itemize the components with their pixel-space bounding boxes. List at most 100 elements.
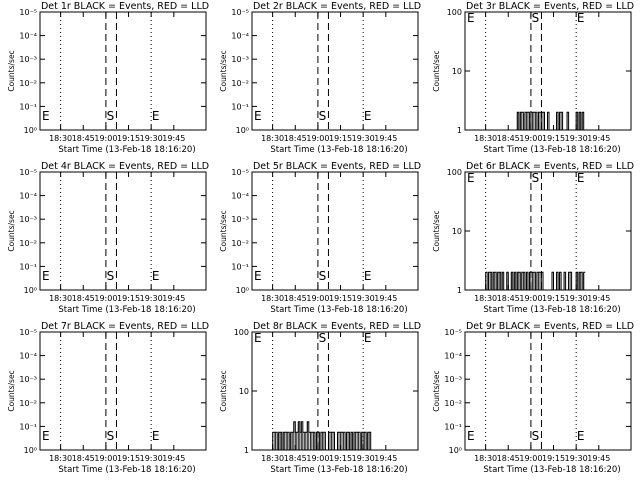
plot-frame [39,171,207,291]
x-axis-label: Start Time (13-Feb-18 18:16:20) [483,465,620,475]
y-tick-label: 1 [457,126,462,135]
y-tick-label: 10⁻¹ [19,262,37,271]
y-tick-label: 10⁻³ [231,215,249,224]
marker-E-left: E [42,269,50,283]
marker-E-left: E [467,11,475,25]
y-tick-label: 10 [452,227,462,236]
x-tick-label: 19:00 [306,294,329,303]
marker-E: E [364,331,372,345]
panel-det-7: Det 7r BLACK = Events, RED = LLD 10⁰ 10⁻¹ 1… [7,321,209,475]
y-tick-label: 10⁻⁴ [19,32,37,41]
x-tick-label: 19:30 [565,134,588,143]
marker-E-left: E [42,109,50,123]
series-line [272,421,373,451]
x-tick-label: 18:45 [72,134,95,143]
y-tick-label: 10⁰ [24,286,37,295]
x-tick-label: 18:30 [49,294,72,303]
x-tick-label: 19:15 [117,454,140,463]
x-tick-label: 19:30 [140,294,163,303]
y-axis-label: Counts/sec [7,210,16,251]
x-tick-label: 18:45 [497,454,520,463]
marker-E: E [152,109,160,123]
y-tick-label: 10⁻² [444,399,462,408]
marker-S: S [319,269,327,283]
panel-title: Det 8r BLACK = Events, RED = LLD [253,321,421,332]
y-axis-label: Counts/sec [219,210,228,251]
x-axis-label: Start Time (13-Feb-18 18:16:20) [483,145,620,155]
x-tick-label: 19:45 [374,134,397,143]
marker-S: S [532,171,540,185]
marker-E-left: E [42,429,50,443]
y-tick-label: 10⁻² [231,239,249,248]
y-axis-label: Counts/sec [219,370,228,411]
x-tick-label: 19:45 [162,294,185,303]
x-tick-label: 19:00 [306,454,329,463]
marker-E-left: E [467,171,475,185]
x-tick-label: 19:30 [352,454,375,463]
y-tick-label: 10⁻⁵ [231,168,249,177]
plot-frame [251,171,419,291]
y-axis-label: Counts/sec [7,50,16,91]
x-tick-label: 19:45 [162,454,185,463]
x-tick-label: 18:30 [261,454,284,463]
marker-S: S [319,109,327,123]
y-tick-label: 10⁻² [19,239,37,248]
y-tick-label: 10⁻⁵ [444,328,462,337]
x-tick-label: 18:30 [474,454,497,463]
x-tick-label: 19:15 [117,134,140,143]
x-axis-label: Start Time (13-Feb-18 18:16:20) [483,305,620,315]
x-tick-label: 19:15 [329,454,352,463]
y-tick-label: 10⁻² [231,79,249,88]
panel-title: Det 3r BLACK = Events, RED = LLD [466,1,634,12]
marker-E-left: E [254,331,262,345]
plot-frame [251,11,419,131]
x-tick-label: 19:15 [542,454,565,463]
x-tick-label: 19:00 [94,454,117,463]
x-tick-label: 19:30 [565,454,588,463]
x-axis-label: Start Time (13-Feb-18 18:16:20) [58,305,195,315]
x-axis-label: Start Time (13-Feb-18 18:16:20) [270,305,407,315]
marker-E-left: E [254,269,262,283]
marker-E: E [577,11,585,25]
marker-S: S [107,269,115,283]
y-axis-label: Counts/sec [7,370,16,411]
y-axis-label: Counts/sec [432,50,441,91]
x-tick-label: 19:45 [162,134,185,143]
y-tick-label: 10⁻⁴ [231,192,249,201]
panel-title: Det 1r BLACK = Events, RED = LLD [41,1,209,12]
x-axis-label: Start Time (13-Feb-18 18:16:20) [58,465,195,475]
x-tick-label: 19:30 [352,134,375,143]
y-tick-label: 10⁻³ [19,55,37,64]
panel-title: Det 6r BLACK = Events, RED = LLD [466,161,634,172]
x-axis-label: Start Time (13-Feb-18 18:16:20) [58,145,195,155]
x-tick-label: 19:45 [374,454,397,463]
panel-det-1: Det 1r BLACK = Events, RED = LLD 10⁰ 10⁻¹ 1… [7,1,209,155]
panel-det-3: Det 3r BLACK = Events, RED = LLD 100 10 1 Co… [432,1,634,155]
y-axis-label: Counts/sec [432,370,441,411]
y-axis-label: Counts/sec [432,210,441,251]
x-tick-label: 18:45 [284,294,307,303]
x-tick-label: 19:45 [587,294,610,303]
y-tick-label: 10⁻³ [19,215,37,224]
x-tick-label: 19:15 [542,134,565,143]
y-tick-label: 10⁰ [236,126,249,135]
panel-det-4: Det 4r BLACK = Events, RED = LLD 10⁰ 10⁻¹ 1… [7,161,209,315]
y-tick-label: 10⁻¹ [19,102,37,111]
marker-E: E [577,429,585,443]
y-tick-label: 10⁻³ [231,55,249,64]
x-tick-label: 19:00 [94,294,117,303]
panel-det-2: Det 2r BLACK = Events, RED = LLD 10⁰ 10⁻¹ 1… [219,1,421,155]
panel-title: Det 7r BLACK = Events, RED = LLD [41,321,209,332]
x-tick-label: 19:00 [519,294,542,303]
x-tick-label: 18:30 [474,134,497,143]
x-tick-label: 19:15 [117,294,140,303]
panel-det-5: Det 5r BLACK = Events, RED = LLD 10⁰ 10⁻¹ 1… [219,161,421,315]
y-tick-label: 10⁻⁵ [19,168,37,177]
marker-E: E [364,269,372,283]
y-tick-label: 10⁻⁴ [19,352,37,361]
x-tick-label: 18:45 [72,454,95,463]
marker-E-left: E [467,429,475,443]
y-tick-label: 10⁰ [236,286,249,295]
series-line [515,111,586,131]
